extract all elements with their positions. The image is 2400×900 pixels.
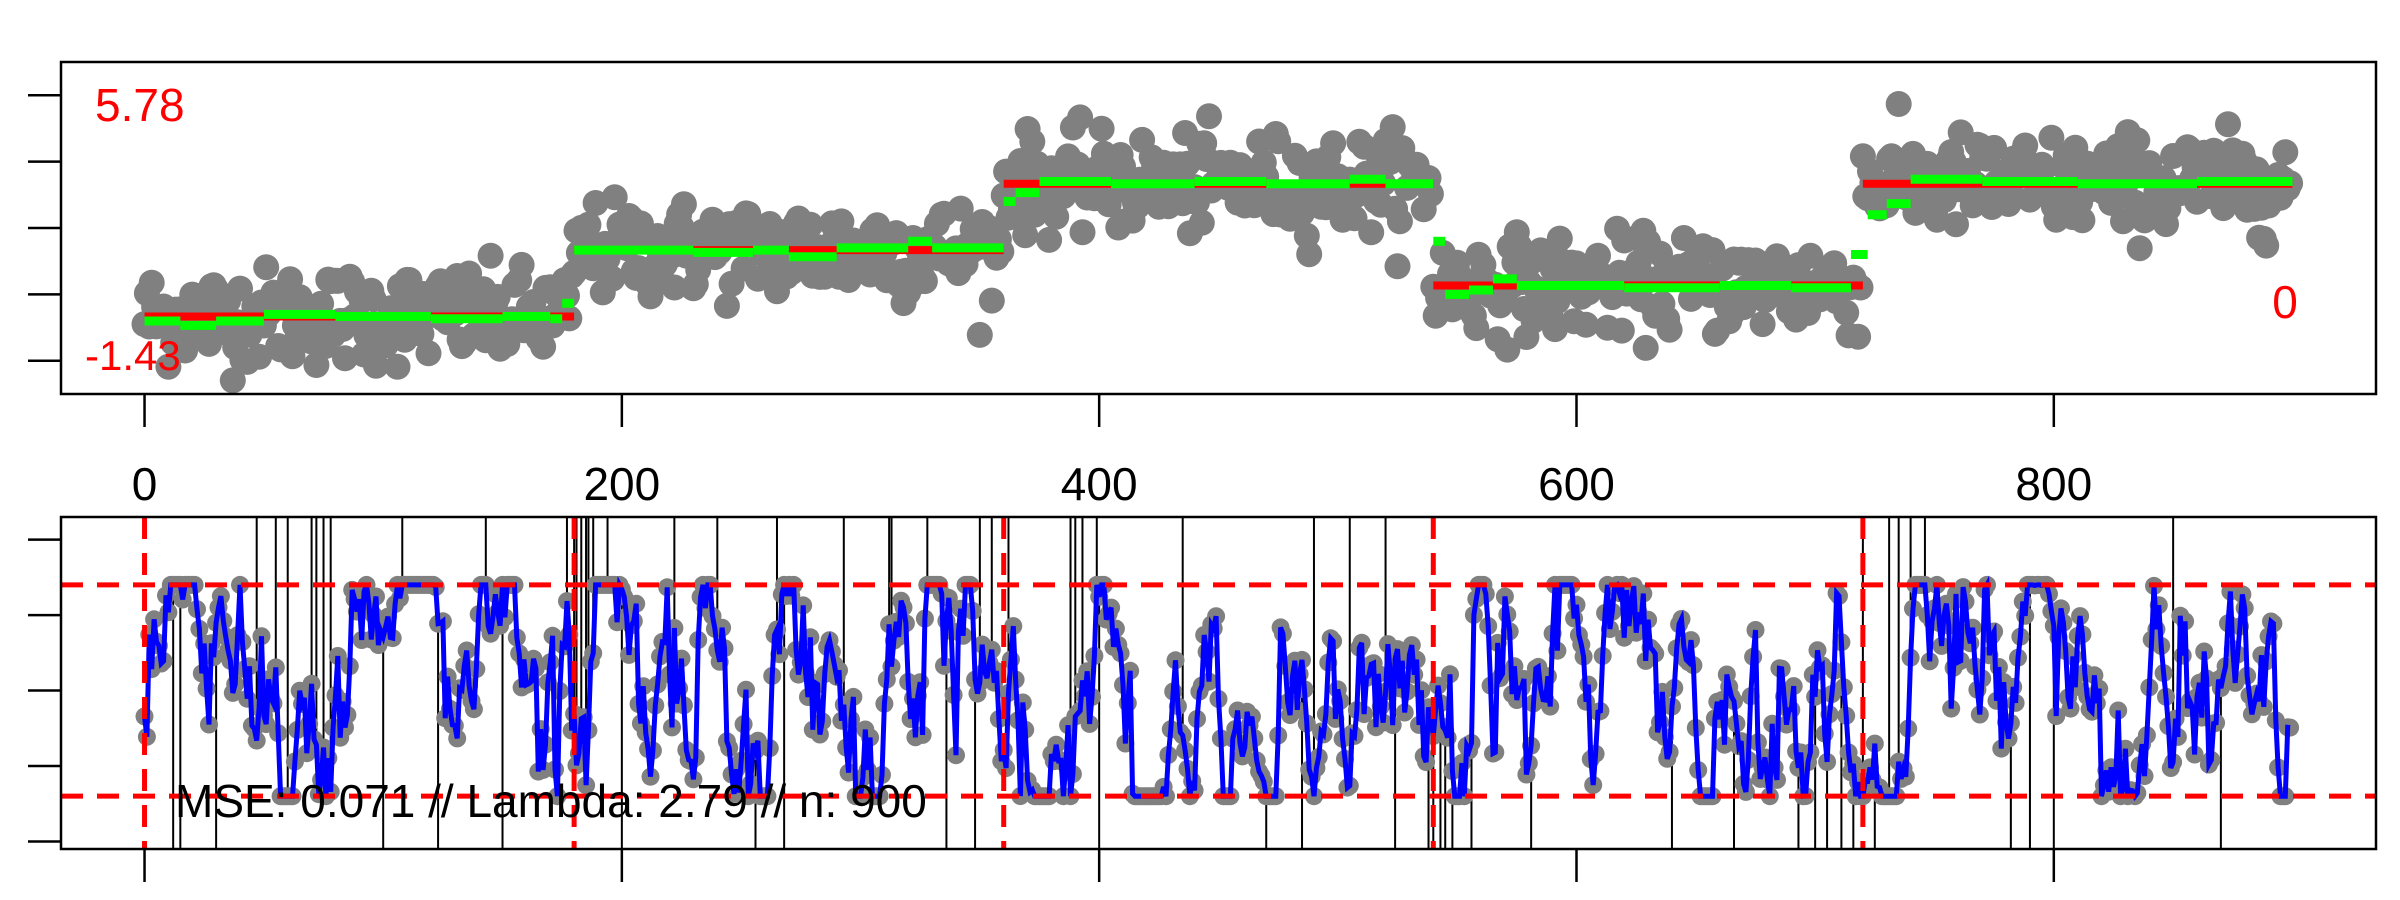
residual-line	[142, 575, 2291, 802]
data-point	[1608, 317, 1635, 344]
data-point	[1463, 315, 1490, 342]
data-point	[1546, 225, 1573, 252]
data-point	[138, 269, 165, 296]
data-point	[599, 265, 626, 292]
data-point	[713, 292, 740, 319]
bottom-panel-residuals: MSE: 0.071 // Lambda: 2.79 // n: 900	[28, 515, 2378, 882]
data-point	[1749, 311, 1776, 338]
zero-label: 0	[2272, 276, 2298, 328]
data-point	[668, 214, 695, 241]
data-point	[508, 251, 535, 278]
x-tick-label: 0	[132, 458, 158, 510]
bottom-axes	[28, 538, 2056, 882]
data-point	[978, 287, 1005, 314]
data-point	[172, 337, 199, 364]
max-value-label: 5.78	[95, 79, 185, 131]
data-point	[575, 211, 602, 238]
data-point	[947, 195, 974, 222]
data-point	[2031, 154, 2058, 181]
data-point	[1088, 115, 1115, 142]
data-point	[601, 184, 628, 211]
data-point	[1384, 253, 1411, 280]
data-point	[1821, 250, 1848, 277]
data-point	[1981, 134, 2008, 161]
bound-lines	[61, 582, 2376, 799]
data-point	[219, 367, 246, 394]
data-point	[1730, 294, 1757, 321]
x-tick-label: 800	[2015, 458, 2092, 510]
data-point	[1656, 316, 1683, 343]
x-tick-label: 600	[1538, 458, 1615, 510]
data-point	[227, 275, 253, 302]
data-point	[1358, 219, 1385, 246]
data-point	[1797, 242, 1824, 269]
data-point	[2069, 207, 2096, 234]
data-point	[1573, 311, 1599, 338]
spike-lines	[172, 517, 2222, 849]
data-point	[415, 340, 442, 367]
min-value-label: -1.43	[85, 332, 181, 379]
data-point	[1069, 219, 1096, 246]
data-point	[1012, 222, 1039, 249]
top-panel-signal-estimate: 0 200 400 600 800 5.78 -1.43 0	[28, 60, 2378, 510]
data-point	[1386, 208, 1413, 235]
top-data-points	[131, 91, 2304, 394]
data-point	[1043, 203, 1070, 230]
data-point	[1943, 211, 1969, 238]
data-point	[2126, 235, 2153, 262]
top-axes: 0 200 400 600 800	[28, 93, 2092, 510]
data-point	[155, 353, 182, 380]
data-point	[661, 274, 688, 301]
data-point	[1188, 209, 1215, 236]
data-point	[1632, 334, 1659, 361]
data-point	[1036, 226, 1063, 253]
data-point	[1833, 299, 1860, 326]
stats-annotation: MSE: 0.071 // Lambda: 2.79 // n: 900	[175, 775, 927, 827]
data-point	[363, 352, 389, 379]
data-point	[2253, 232, 2280, 259]
data-point	[797, 211, 824, 238]
data-point	[246, 343, 273, 370]
data-point	[1067, 104, 1094, 131]
data-point	[253, 254, 280, 281]
x-tick-label: 400	[1061, 458, 1138, 510]
data-point	[1320, 130, 1347, 157]
data-point	[530, 333, 557, 360]
data-point	[1494, 336, 1521, 363]
data-point	[1845, 323, 1872, 350]
data-point	[2038, 124, 2065, 151]
data-point	[1296, 241, 1323, 268]
data-point	[828, 208, 855, 235]
data-point	[835, 267, 862, 293]
data-point	[2215, 111, 2241, 138]
data-point	[1019, 128, 1046, 155]
x-tick-label: 200	[583, 458, 660, 510]
data-point	[911, 268, 938, 295]
data-point	[966, 321, 993, 348]
changepoint-lines	[142, 517, 1866, 849]
data-point	[2110, 208, 2136, 235]
data-point	[2124, 127, 2151, 154]
data-point	[670, 191, 697, 218]
data-point	[384, 353, 411, 380]
data-point	[477, 242, 504, 269]
bottom-plot-frame	[59, 515, 2378, 851]
data-point	[2272, 139, 2299, 166]
data-point	[1885, 91, 1912, 117]
data-point	[1379, 114, 1406, 141]
estimated-mean-steps	[144, 174, 2293, 330]
data-point	[1050, 183, 1077, 210]
data-point	[1196, 103, 1222, 130]
